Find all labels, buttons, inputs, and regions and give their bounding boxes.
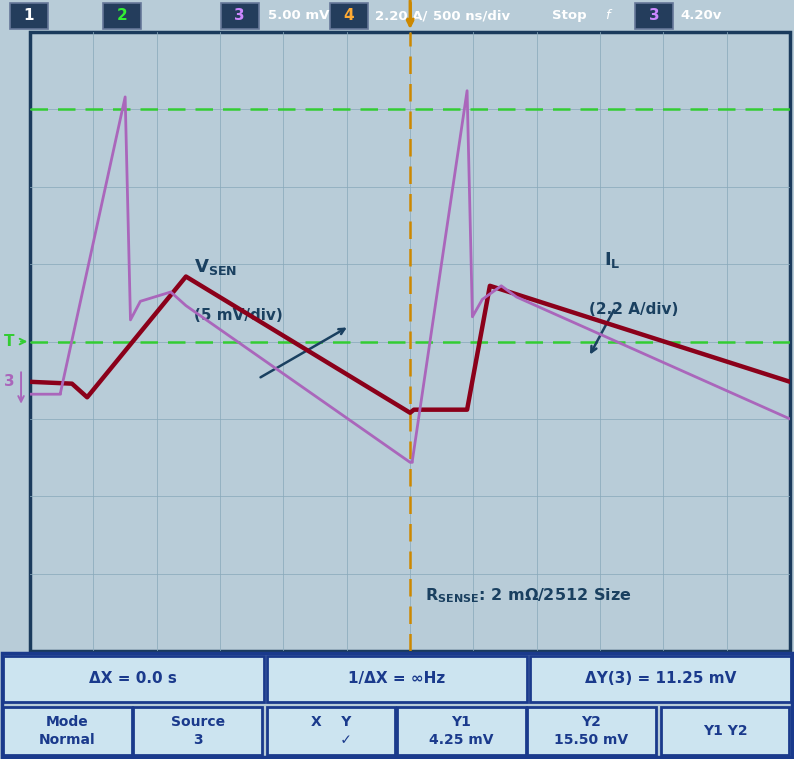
Text: ΔY(3) = 11.25 mV: ΔY(3) = 11.25 mV <box>585 671 736 686</box>
FancyBboxPatch shape <box>3 656 264 702</box>
Text: $\mathbf{I_L}$: $\mathbf{I_L}$ <box>604 250 620 270</box>
FancyBboxPatch shape <box>3 707 132 754</box>
FancyBboxPatch shape <box>221 3 259 29</box>
FancyBboxPatch shape <box>527 707 656 754</box>
Text: 2: 2 <box>117 8 128 24</box>
Text: Y1
4.25 mV: Y1 4.25 mV <box>429 715 494 747</box>
Text: Mode
Normal: Mode Normal <box>39 715 96 747</box>
FancyBboxPatch shape <box>10 3 48 29</box>
FancyBboxPatch shape <box>103 3 141 29</box>
Text: 1: 1 <box>23 8 34 24</box>
Text: Stop: Stop <box>552 9 587 23</box>
Text: f: f <box>605 9 610 23</box>
Text: 4.20v: 4.20v <box>680 9 722 23</box>
Text: X    Y
      ✓: X Y ✓ <box>310 715 352 747</box>
FancyBboxPatch shape <box>661 707 789 754</box>
FancyBboxPatch shape <box>267 656 527 702</box>
FancyBboxPatch shape <box>397 707 526 754</box>
Text: $\mathbf{V_{SEN}}$: $\mathbf{V_{SEN}}$ <box>194 257 237 276</box>
Text: 1/ΔX = ∞Hz: 1/ΔX = ∞Hz <box>349 671 445 686</box>
Text: 3: 3 <box>234 8 245 24</box>
FancyBboxPatch shape <box>330 3 368 29</box>
FancyBboxPatch shape <box>635 3 673 29</box>
Text: 3: 3 <box>649 8 660 24</box>
Text: (2.2 A/div): (2.2 A/div) <box>588 302 678 317</box>
Text: 3: 3 <box>4 374 14 389</box>
Text: Y1 Y2: Y1 Y2 <box>703 724 747 738</box>
Text: Source
3: Source 3 <box>171 715 225 747</box>
Text: (5 mV/div): (5 mV/div) <box>194 308 283 323</box>
Text: 2.20 A/: 2.20 A/ <box>375 9 427 23</box>
Text: 500 ns/div: 500 ns/div <box>433 9 510 23</box>
FancyBboxPatch shape <box>267 707 395 754</box>
Text: $\mathbf{R_{SENSE}}$: 2 mΩ/2512 Size: $\mathbf{R_{SENSE}}$: 2 mΩ/2512 Size <box>426 586 632 605</box>
Text: 5.00 mV: 5.00 mV <box>268 9 329 23</box>
FancyBboxPatch shape <box>530 656 791 702</box>
Text: T: T <box>4 334 14 349</box>
Text: ΔX = 0.0 s: ΔX = 0.0 s <box>90 671 177 686</box>
FancyBboxPatch shape <box>133 707 262 754</box>
Text: 4: 4 <box>343 8 354 24</box>
Text: Y2
15.50 mV: Y2 15.50 mV <box>554 715 629 747</box>
